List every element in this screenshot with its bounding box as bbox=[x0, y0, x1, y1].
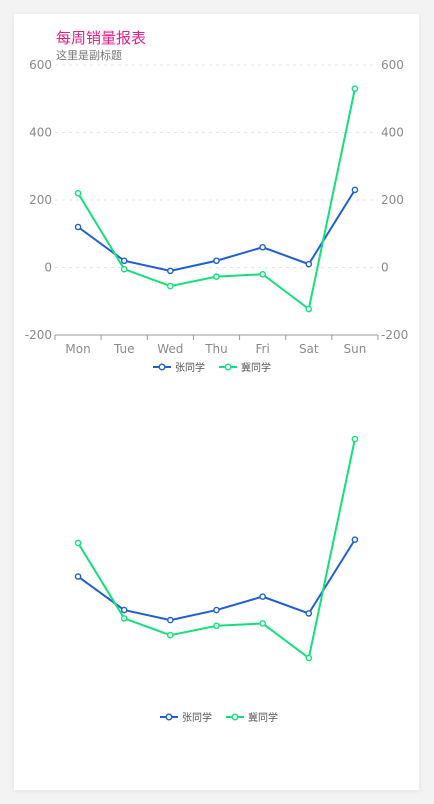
chart-title: 每周销量报表 bbox=[56, 29, 147, 47]
chart2-data-point[interactable] bbox=[120, 606, 128, 614]
chart2-legend-swatch-marker bbox=[231, 713, 239, 721]
chart1-data-point[interactable] bbox=[351, 186, 359, 194]
chart2-data-point[interactable] bbox=[351, 435, 359, 443]
chart2-data-point[interactable] bbox=[259, 593, 266, 600]
y-tick-label-left: 0 bbox=[44, 261, 52, 275]
chart1-data-point[interactable] bbox=[74, 223, 82, 231]
chart1-data-point[interactable] bbox=[305, 260, 313, 268]
y-tick-label-left: 600 bbox=[29, 58, 52, 72]
chart2-legend-label[interactable]: 冀同学 bbox=[248, 711, 278, 724]
chart2-data-point[interactable] bbox=[351, 536, 359, 543]
chart2-data-point[interactable] bbox=[305, 654, 313, 662]
chart1-data-point[interactable] bbox=[167, 282, 174, 290]
chart1-legend-label[interactable]: 张同学 bbox=[175, 361, 205, 374]
chart2-data-point[interactable] bbox=[213, 606, 220, 614]
x-tick-label: Tue bbox=[113, 342, 135, 356]
chart1-data-point[interactable] bbox=[213, 257, 220, 265]
chart1-data-point[interactable] bbox=[213, 273, 220, 280]
y-tick-label-right: -200 bbox=[381, 328, 408, 342]
chart-card bbox=[14, 14, 419, 790]
x-tick-label: Fri bbox=[255, 342, 269, 356]
chart2-legend-label[interactable]: 张同学 bbox=[182, 711, 212, 724]
chart2-data-point[interactable] bbox=[305, 610, 313, 617]
chart2-data-point[interactable] bbox=[74, 539, 82, 547]
y-tick-label-right: 200 bbox=[381, 193, 404, 207]
chart1-data-point[interactable] bbox=[74, 189, 82, 197]
y-tick-label-right: 0 bbox=[381, 261, 389, 275]
y-tick-label-left: -200 bbox=[25, 328, 52, 342]
chart2-data-point[interactable] bbox=[259, 620, 266, 627]
chart1-data-point[interactable] bbox=[351, 85, 359, 92]
y-tick-label-left: 200 bbox=[29, 193, 52, 207]
chart1-data-point[interactable] bbox=[120, 265, 128, 273]
x-tick-label: Sat bbox=[299, 342, 319, 356]
chart2-data-point[interactable] bbox=[74, 573, 82, 580]
chart1-data-point[interactable] bbox=[259, 243, 266, 251]
chart2-data-point[interactable] bbox=[213, 622, 220, 630]
x-tick-label: Mon bbox=[65, 342, 90, 356]
chart1-legend-swatch-marker bbox=[158, 363, 166, 371]
x-tick-label: Wed bbox=[157, 342, 183, 356]
chart2-data-point[interactable] bbox=[167, 616, 174, 624]
y-tick-label-left: 400 bbox=[29, 126, 52, 140]
chart1-data-point[interactable] bbox=[259, 270, 266, 278]
x-tick-label: Sun bbox=[344, 342, 367, 356]
chart1-legend-label[interactable]: 冀同学 bbox=[241, 361, 271, 374]
chart-subtitle: 这里是副标题 bbox=[56, 49, 122, 62]
y-tick-label-right: 400 bbox=[381, 126, 404, 140]
chart1-legend-swatch-marker bbox=[224, 363, 232, 371]
chart1-data-point[interactable] bbox=[120, 257, 128, 265]
x-tick-label: Thu bbox=[204, 342, 228, 356]
chart1-data-point[interactable] bbox=[167, 267, 174, 275]
chart1-data-point[interactable] bbox=[305, 305, 313, 313]
y-tick-label-right: 600 bbox=[381, 58, 404, 72]
chart2-data-point[interactable] bbox=[120, 615, 128, 622]
chart2-legend-swatch-marker bbox=[165, 713, 173, 721]
chart2-data-point[interactable] bbox=[167, 631, 174, 639]
